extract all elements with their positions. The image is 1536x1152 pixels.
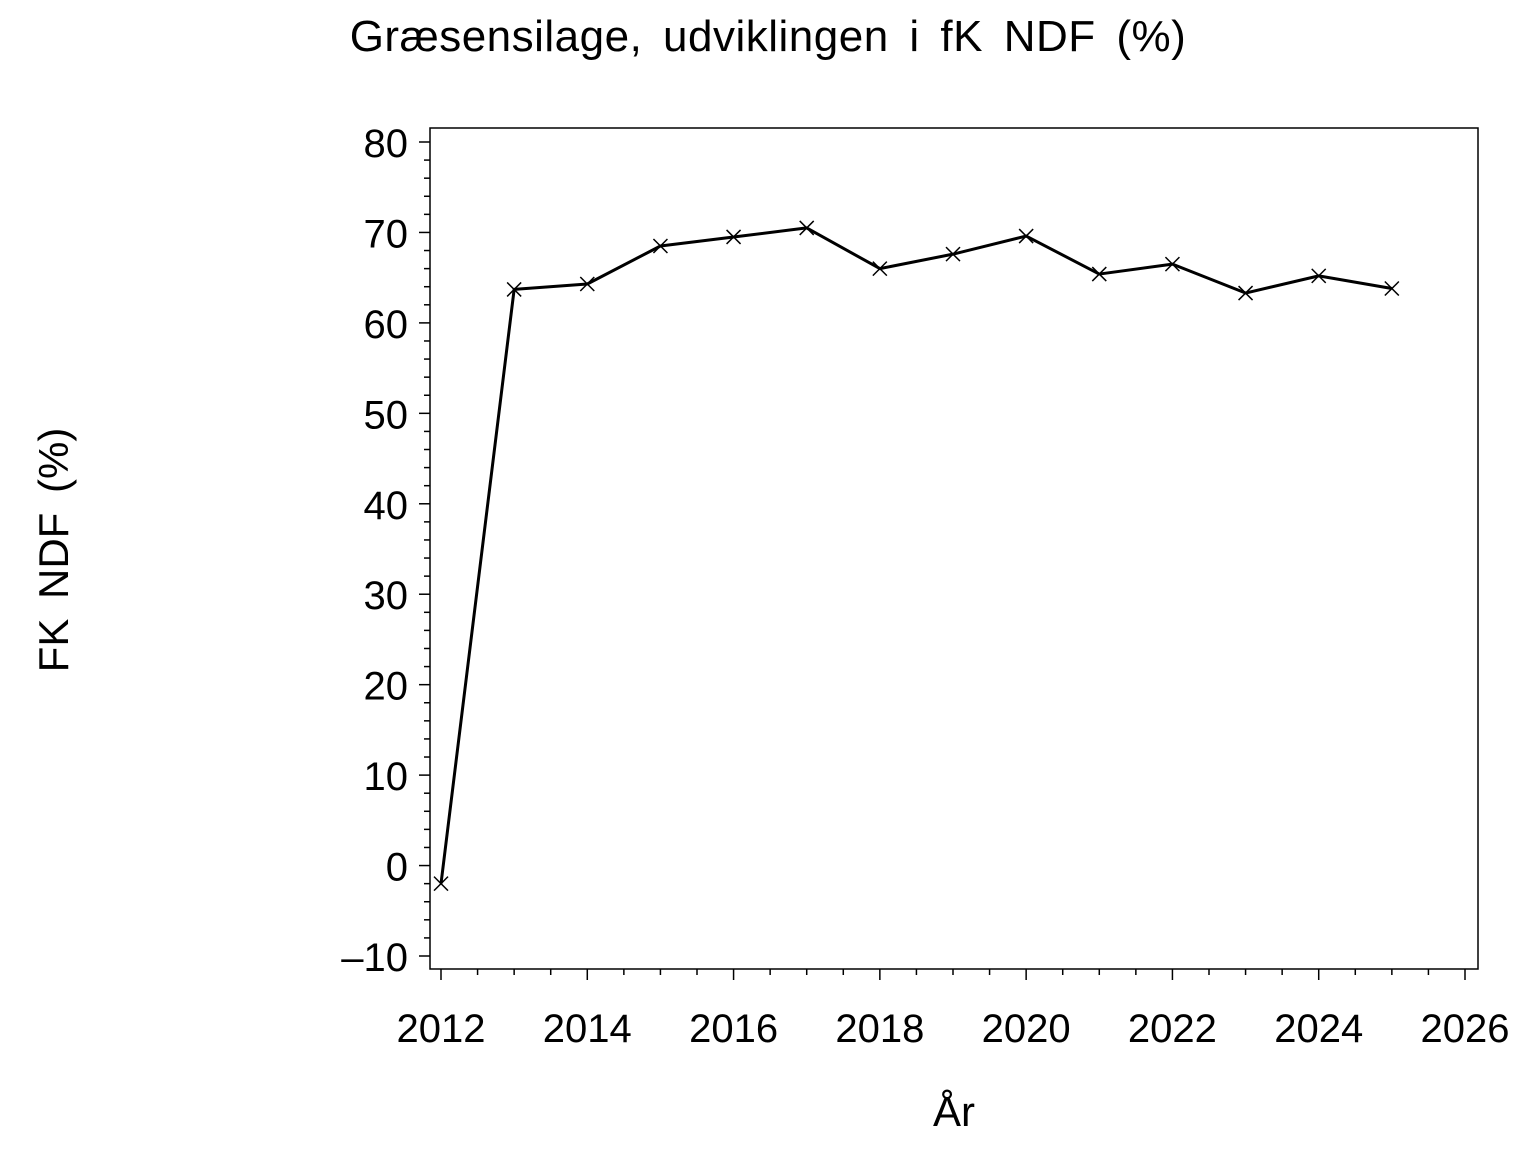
- y-tick-label: 60: [364, 303, 409, 347]
- y-tick-label: 0: [386, 846, 408, 890]
- y-tick-label: 10: [364, 755, 409, 799]
- data-point-marker: [433, 876, 449, 892]
- y-tick-label: 30: [364, 574, 409, 618]
- y-tick-label: –10: [341, 936, 408, 980]
- data-point-marker: [1311, 268, 1327, 284]
- y-tick-label: 70: [364, 212, 409, 256]
- y-tick-label: 40: [364, 484, 409, 528]
- x-tick-label: 2012: [397, 1007, 486, 1051]
- x-tick-label: 2018: [835, 1007, 924, 1051]
- data-point-marker: [1384, 280, 1400, 297]
- x-tick-label: 2022: [1128, 1007, 1217, 1051]
- x-tick-label: 2024: [1274, 1007, 1363, 1051]
- data-point-marker: [945, 246, 961, 262]
- x-tick-label: 2014: [543, 1007, 632, 1051]
- y-tick-label: 50: [364, 393, 409, 437]
- data-point-marker: [1238, 285, 1254, 301]
- data-point-marker: [579, 276, 595, 292]
- x-tick-label: 2020: [982, 1007, 1071, 1051]
- data-point-marker: [726, 229, 742, 245]
- data-point-marker: [506, 281, 522, 297]
- plot-frame: [429, 127, 1479, 970]
- data-point-marker: [1091, 266, 1107, 282]
- data-point-marker: [1164, 256, 1180, 272]
- y-tick-label: 20: [364, 665, 409, 709]
- x-axis-label: År: [933, 1088, 975, 1135]
- data-point-marker: [652, 238, 668, 254]
- data-point-marker: [799, 220, 815, 236]
- x-tick-label: 2026: [1421, 1007, 1510, 1051]
- chart-title: Græsensilage, udviklingen i fK NDF (%): [349, 12, 1187, 61]
- series-line: [439, 226, 1393, 884]
- y-tick-label: 80: [364, 122, 409, 166]
- x-tick-label: 2016: [689, 1007, 778, 1051]
- data-point-marker: [872, 261, 888, 277]
- y-axis-label: FK NDF (%): [30, 428, 77, 673]
- data-point-marker: [1018, 228, 1034, 244]
